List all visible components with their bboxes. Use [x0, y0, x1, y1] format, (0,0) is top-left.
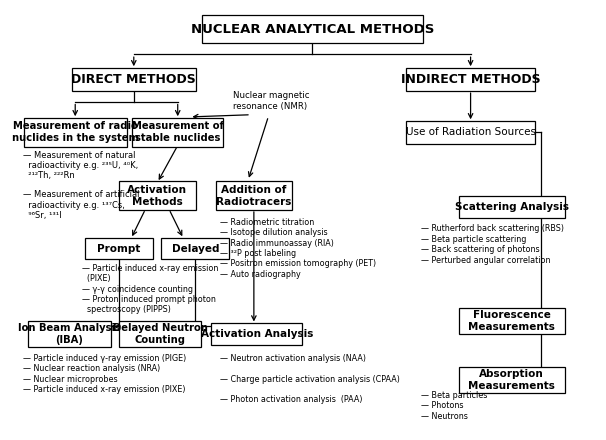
FancyBboxPatch shape — [216, 181, 292, 210]
Text: — Beta particles
— Photons
— Neutrons: — Beta particles — Photons — Neutrons — [421, 391, 488, 421]
Text: NUCLEAR ANALYTICAL METHODS: NUCLEAR ANALYTICAL METHODS — [191, 23, 434, 36]
FancyBboxPatch shape — [132, 118, 224, 147]
Text: INDIRECT METHODS: INDIRECT METHODS — [401, 73, 541, 86]
Text: Activation Analysis: Activation Analysis — [201, 329, 313, 339]
FancyBboxPatch shape — [406, 121, 535, 144]
FancyBboxPatch shape — [459, 308, 565, 334]
Text: Ion Beam Analysis
(IBA): Ion Beam Analysis (IBA) — [18, 323, 121, 345]
Text: Scattering Analysis: Scattering Analysis — [454, 202, 568, 212]
FancyBboxPatch shape — [211, 323, 302, 345]
Text: — Particle induced x-ray emission
  (PIXE)
— γ-γ coincidence counting
— Proton i: — Particle induced x-ray emission (PIXE)… — [82, 264, 219, 315]
Text: — Measurement of artificial
  radioactivity e.g. ¹³⁷Cs,
  ⁹⁶Sr, ¹³¹I: — Measurement of artificial radioactivit… — [22, 190, 139, 220]
FancyBboxPatch shape — [85, 238, 153, 260]
FancyBboxPatch shape — [161, 238, 229, 260]
FancyBboxPatch shape — [406, 68, 535, 92]
Text: Delayed: Delayed — [171, 243, 219, 253]
FancyBboxPatch shape — [24, 118, 127, 147]
Text: Measurement of radio
nuclides in the system: Measurement of radio nuclides in the sys… — [12, 121, 139, 143]
Text: Nuclear magnetic
resonance (NMR): Nuclear magnetic resonance (NMR) — [233, 92, 310, 111]
Text: — Neutron activation analysis (NAA)

— Charge particle activation analysis (CPAA: — Neutron activation analysis (NAA) — Ch… — [221, 354, 401, 404]
FancyBboxPatch shape — [202, 15, 422, 43]
Text: Absorption
Measurements: Absorption Measurements — [468, 369, 555, 391]
Text: Addition of
Radiotracers: Addition of Radiotracers — [216, 185, 291, 207]
Text: Activation
Methods: Activation Methods — [127, 185, 187, 207]
Text: Use of Radiation Sources: Use of Radiation Sources — [405, 127, 536, 137]
Text: — Rutherford back scattering (RBS)
— Beta particle scattering
— Back scattering : — Rutherford back scattering (RBS) — Bet… — [421, 224, 564, 264]
Text: — Measurement of natural
  radioactivity e.g. ²³⁵U, ⁴⁰K,
  ²¹²Th, ²²²Rn: — Measurement of natural radioactivity e… — [22, 150, 138, 180]
Text: Prompt: Prompt — [98, 243, 141, 253]
FancyBboxPatch shape — [459, 367, 565, 393]
FancyBboxPatch shape — [459, 196, 565, 218]
FancyBboxPatch shape — [72, 68, 196, 92]
Text: DIRECT METHODS: DIRECT METHODS — [72, 73, 196, 86]
Text: Fluorescence
Measurements: Fluorescence Measurements — [468, 310, 555, 332]
Text: Measurement of
stable nuclides: Measurement of stable nuclides — [132, 121, 224, 143]
Text: Delayed Neutron
Counting: Delayed Neutron Counting — [113, 323, 208, 345]
FancyBboxPatch shape — [119, 181, 196, 210]
Text: — Radiometric titration
— Isotope dilution analysis
— Radio immunoassay (RIA)
— : — Radiometric titration — Isotope diluti… — [221, 218, 376, 279]
Text: — Particle induced γ-ray emission (PIGE)
— Nuclear reaction analysis (NRA)
— Nuc: — Particle induced γ-ray emission (PIGE)… — [22, 354, 186, 394]
FancyBboxPatch shape — [28, 321, 111, 347]
FancyBboxPatch shape — [119, 321, 201, 347]
